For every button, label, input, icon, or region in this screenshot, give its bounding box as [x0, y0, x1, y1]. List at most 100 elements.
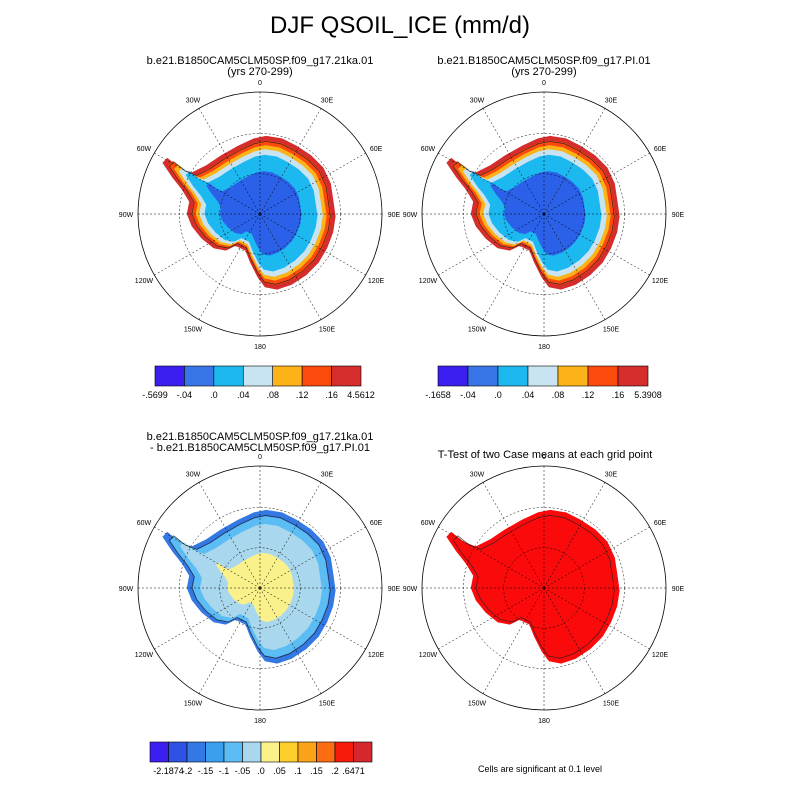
- panel2-parallel: [503, 173, 585, 255]
- panel2-colorbar-label-1: -.04: [460, 390, 476, 400]
- panel4-meridian: [543, 587, 606, 694]
- panel3-colorbar-label-10: .6471: [342, 766, 365, 776]
- panel4-field: [446, 509, 620, 664]
- panel4-label-bottom: 180: [538, 718, 550, 725]
- panel2-label-lower_right: 150E: [603, 326, 620, 333]
- panel3-label-mid_lower_right: 120E: [368, 652, 385, 659]
- panel2-label-left: 90W: [403, 212, 418, 219]
- panel1-label-lower_right: 150E: [319, 326, 336, 333]
- panel1-colorbar-box-6: [331, 365, 362, 387]
- panel1-label-left: 90W: [119, 212, 134, 219]
- panel3-colorbar-label-3: -.1: [219, 766, 230, 776]
- panel1-label-upper_left: 30W: [186, 98, 201, 105]
- panel4-meridian: [482, 482, 545, 589]
- panel1-label-upper_right: 30E: [321, 98, 334, 105]
- panel2-boundary: [421, 91, 667, 337]
- panel2-title: b.e21.B1850CAM5CLM50SP.f09_g17.PI.01 (yr…: [414, 56, 674, 78]
- panel3-label-mid_lower_left: 120W: [135, 652, 154, 659]
- panel3-title-line1: b.e21.B1850CAM5CLM50SP.f09_g17.21ka.01: [146, 431, 374, 443]
- panel2-meridian: [543, 108, 606, 215]
- panel4-label-upper_right: 30E: [605, 472, 618, 479]
- panel1-meridian: [259, 108, 322, 215]
- panel2-colorbar-label-3: .04: [522, 390, 535, 400]
- panel2-colorbar-label-7: 5.3908: [634, 390, 662, 400]
- panel4-meridian: [438, 526, 545, 589]
- panel2-title-line1: b.e21.B1850CAM5CLM50SP.f09_g17.PI.01: [437, 55, 651, 67]
- panel3-parallel: [219, 547, 301, 629]
- panel1-coastline: [168, 141, 331, 285]
- panel2-label-upper_left: 30W: [470, 98, 485, 105]
- panel1-colorbar-label-3: .04: [237, 390, 250, 400]
- panel2-meridian: [482, 213, 545, 320]
- panel2-meridian: [438, 152, 545, 215]
- panel2-meridian: [482, 108, 545, 215]
- panel4-label-mid_lower_right: 120E: [652, 652, 669, 659]
- panel3-label-upper_left: 30W: [186, 472, 201, 479]
- panel1-meridian: [259, 213, 366, 276]
- panel1-parallel: [179, 133, 341, 295]
- panel3-colorbar-label-6: .05: [273, 766, 286, 776]
- panel3-colorbar-label-0: -2.1874: [153, 766, 184, 776]
- panel2-label-mid_lower_left: 120W: [419, 278, 438, 285]
- panel3-meridian: [259, 587, 322, 694]
- panel3-coastline: [168, 515, 331, 659]
- panel1-field: [162, 135, 336, 290]
- panel3-boundary: [137, 465, 383, 711]
- panel2-label-lower_left: 150W: [468, 326, 487, 333]
- panel2-colorbar-label-4: .08: [552, 390, 565, 400]
- figure-title: DJF QSOIL_ICE (mm/d): [269, 12, 531, 39]
- panel1-meridian: [259, 213, 322, 320]
- panel2-parallel: [463, 133, 625, 295]
- panel1-colorbar-label-1: -.04: [177, 390, 193, 400]
- panel4-label-mid_upper_left: 60W: [421, 520, 436, 527]
- panel4-contour-0: [446, 509, 620, 664]
- panel4-parallel: [503, 547, 585, 629]
- panel4-label-top: 0: [542, 454, 546, 461]
- panel2-colorbar-label-0: -.1658: [425, 390, 451, 400]
- panel4-meridian: [543, 482, 606, 589]
- panel2-label-mid_upper_left: 60W: [421, 146, 436, 153]
- panel1-colorbar-label-7: 4.5612: [347, 390, 375, 400]
- panel3-meridian: [154, 587, 261, 650]
- panel3-label-bottom: 180: [254, 718, 266, 725]
- panel3-parallel: [179, 507, 341, 669]
- panel1-colorbar-label-4: .08: [266, 390, 279, 400]
- panel4-meridian: [482, 587, 545, 694]
- panel3-meridian: [259, 526, 366, 589]
- panel4-boundary: [421, 465, 667, 711]
- panel4-label-left: 90W: [403, 586, 418, 593]
- panel3-label-mid_upper_left: 60W: [137, 520, 152, 527]
- panel4-meridian: [438, 587, 545, 650]
- significance-note: Cells are significant at 0.1 level: [477, 764, 603, 774]
- panel2-title-line2: (yrs 270-299): [511, 66, 577, 78]
- panel1-title-line2: (yrs 270-299): [227, 66, 293, 78]
- panel3-label-mid_upper_right: 60E: [370, 520, 383, 527]
- panel3-label-lower_right: 150E: [319, 700, 336, 707]
- panel4-parallel: [463, 507, 625, 669]
- panel2-meridian: [543, 213, 650, 276]
- panel2-colorbar-label-6: .16: [612, 390, 625, 400]
- panel3-colorbar-box-11: [353, 741, 373, 763]
- panel1-meridian: [154, 213, 261, 276]
- panel1-title-line1: b.e21.B1850CAM5CLM50SP.f09_g17.21ka.01: [146, 55, 374, 67]
- panel3-label-left: 90W: [119, 586, 134, 593]
- panel3-label-top: 0: [258, 454, 262, 461]
- panel2-colorbar-box-6: [617, 365, 649, 387]
- panel2-label-upper_right: 30E: [605, 98, 618, 105]
- panel3-contour-3: [216, 552, 294, 622]
- panel1-label-lower_left: 150W: [184, 326, 203, 333]
- panel1-colorbar-label-0: -.5699: [142, 390, 168, 400]
- panel1-label-mid_lower_left: 120W: [135, 278, 154, 285]
- panel1-meridian: [259, 152, 366, 215]
- panel3-meridian: [198, 587, 261, 694]
- panel2-colorbar-label-5: .12: [582, 390, 595, 400]
- panel2-colorbar-label-2: .0: [494, 390, 502, 400]
- panel4-label-upper_left: 30W: [470, 472, 485, 479]
- panel1-title: b.e21.B1850CAM5CLM50SP.f09_g17.21ka.01 (…: [130, 56, 390, 78]
- panel1-colorbar-label-5: .12: [296, 390, 309, 400]
